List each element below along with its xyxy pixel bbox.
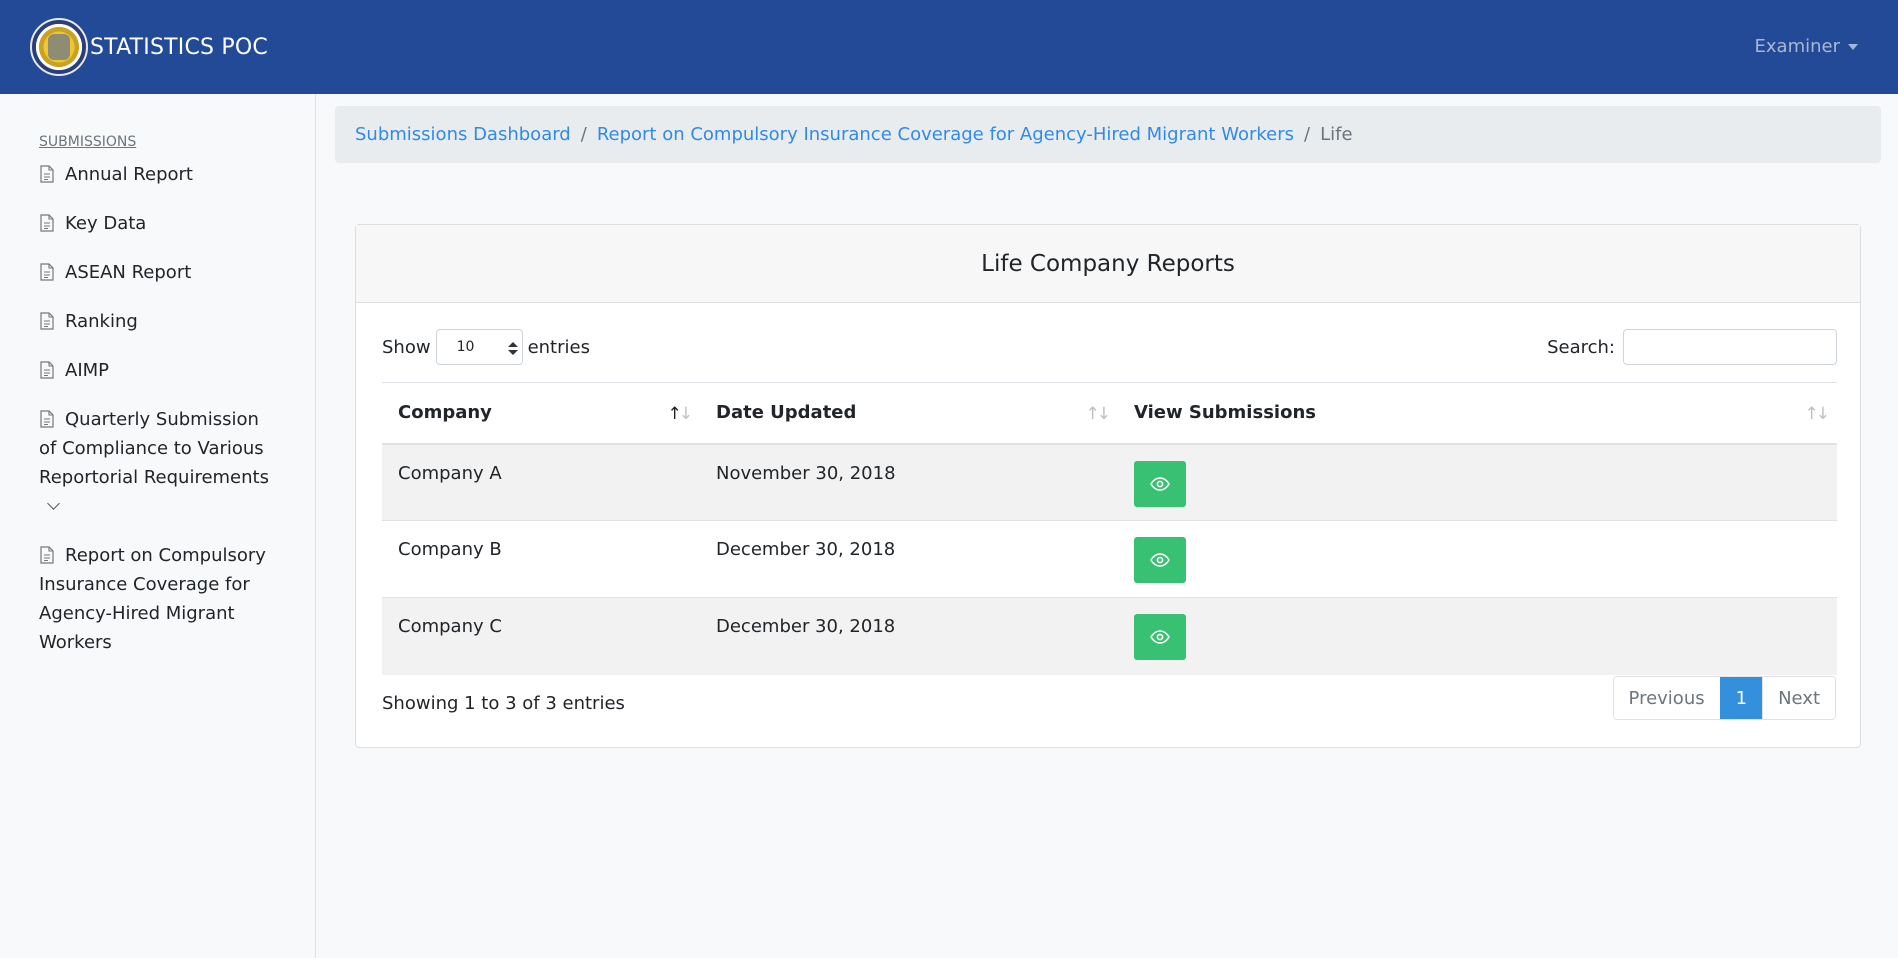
view-submissions-button[interactable] xyxy=(1134,537,1186,583)
document-icon xyxy=(40,214,54,232)
next-page-button[interactable]: Next xyxy=(1762,677,1835,719)
sidebar-item-compulsory-insurance[interactable]: Report on Compulsory Insurance Coverage … xyxy=(39,541,279,657)
sidebar-item-label: Ranking xyxy=(65,311,138,332)
card-title: Life Company Reports xyxy=(356,225,1860,303)
reports-table: Company ↑↓ Date Updated ↑↓ View Submission… xyxy=(382,382,1837,675)
breadcrumb-separator: / xyxy=(580,124,587,145)
breadcrumb-compulsory-insurance[interactable]: Report on Compulsory Insurance Coverage … xyxy=(596,124,1295,145)
chevron-down-icon[interactable] xyxy=(47,497,60,510)
column-header-label: View Submissions xyxy=(1134,402,1316,424)
seal-logo[interactable] xyxy=(30,18,88,76)
table-row: Company A November 30, 2018 xyxy=(382,443,1837,521)
document-icon xyxy=(40,263,54,281)
sort-ascending-icon: ↑↓ xyxy=(667,404,693,424)
sort-icon: ↑↓ xyxy=(1085,404,1111,424)
column-header-view-submissions[interactable]: View Submissions ↑↓ xyxy=(1118,382,1837,445)
entries-select-value: 10 xyxy=(456,339,475,355)
table-header-row: Company ↑↓ Date Updated ↑↓ View Submission… xyxy=(382,382,1837,445)
pagination: Previous 1 Next xyxy=(1612,676,1836,720)
eye-icon xyxy=(1150,476,1170,491)
sidebar-item-ranking[interactable]: Ranking xyxy=(39,307,279,336)
brand-title[interactable]: STATISTICS POC xyxy=(90,34,268,60)
document-icon xyxy=(40,410,54,428)
breadcrumb-separator: / xyxy=(1304,124,1311,145)
eye-icon xyxy=(1150,553,1170,567)
date-cell: December 30, 2018 xyxy=(700,520,1118,598)
user-dropdown[interactable]: Examiner xyxy=(1755,36,1858,57)
table-row: Company C December 30, 2018 xyxy=(382,597,1837,675)
reports-card: Life Company Reports Show 10 entries Sea… xyxy=(355,224,1861,748)
view-submissions-button[interactable] xyxy=(1134,460,1186,507)
sidebar-item-annual-report[interactable]: Annual Report xyxy=(39,160,279,189)
company-cell: Company C xyxy=(382,597,700,675)
table-info: Showing 1 to 3 of 3 entries xyxy=(382,693,625,714)
eye-icon xyxy=(1150,630,1170,644)
date-cell: November 30, 2018 xyxy=(700,443,1118,521)
sidebar-item-asean-report[interactable]: ASEAN Report xyxy=(39,258,279,287)
sidebar-item-label: AIMP xyxy=(65,360,110,381)
search-control: Search: xyxy=(1547,329,1837,365)
search-input[interactable] xyxy=(1623,329,1837,365)
document-icon xyxy=(40,546,54,564)
company-cell: Company A xyxy=(382,443,700,521)
table-row: Company B December 30, 2018 xyxy=(382,520,1837,598)
sidebar-item-label: Key Data xyxy=(65,213,147,234)
top-navbar: STATISTICS POC Examiner xyxy=(0,0,1898,94)
column-header-company[interactable]: Company ↑↓ xyxy=(382,382,700,445)
view-cell xyxy=(1118,443,1837,521)
entries-label: entries xyxy=(527,336,590,358)
document-icon xyxy=(40,361,54,379)
document-icon xyxy=(40,165,54,183)
document-icon xyxy=(40,312,54,330)
show-label: Show xyxy=(382,336,431,358)
sort-icon: ↑↓ xyxy=(1804,404,1830,424)
breadcrumb-current: Life xyxy=(1320,124,1353,145)
sidebar-item-aimp[interactable]: AIMP xyxy=(39,356,279,385)
search-label: Search: xyxy=(1547,336,1615,358)
sidebar-item-label: Quarterly Submission of Compliance to Va… xyxy=(39,409,269,488)
company-cell: Company B xyxy=(382,520,700,598)
sidebar-item-key-data[interactable]: Key Data xyxy=(39,209,279,238)
view-submissions-button[interactable] xyxy=(1134,614,1186,660)
length-control: Show 10 entries xyxy=(382,329,590,365)
sidebar-item-label: ASEAN Report xyxy=(65,262,192,283)
table-controls: Show 10 entries Search: xyxy=(382,329,1837,365)
sidebar-item-label: Annual Report xyxy=(65,164,193,185)
view-cell xyxy=(1118,520,1837,598)
date-cell: December 30, 2018 xyxy=(700,597,1118,675)
previous-page-button[interactable]: Previous xyxy=(1613,677,1720,719)
entries-select[interactable]: 10 xyxy=(435,329,523,365)
column-header-date-updated[interactable]: Date Updated ↑↓ xyxy=(700,382,1118,445)
breadcrumb: Submissions Dashboard / Report on Compul… xyxy=(335,106,1881,163)
view-cell xyxy=(1118,597,1837,675)
column-header-label: Date Updated xyxy=(716,402,857,424)
sidebar-item-label: Report on Compulsory Insurance Coverage … xyxy=(39,545,266,653)
caret-down-icon xyxy=(1848,43,1858,50)
page-1-button[interactable]: 1 xyxy=(1719,677,1763,719)
user-name: Examiner xyxy=(1754,36,1840,57)
column-header-label: Company xyxy=(398,402,492,424)
sidebar: SUBMISSIONS Annual Report Key Data ASEAN… xyxy=(0,94,316,958)
sidebar-item-quarterly-submission[interactable]: Quarterly Submission of Compliance to Va… xyxy=(39,405,279,521)
breadcrumb-submissions-dashboard[interactable]: Submissions Dashboard xyxy=(355,124,571,145)
sidebar-heading: SUBMISSIONS xyxy=(39,134,137,150)
